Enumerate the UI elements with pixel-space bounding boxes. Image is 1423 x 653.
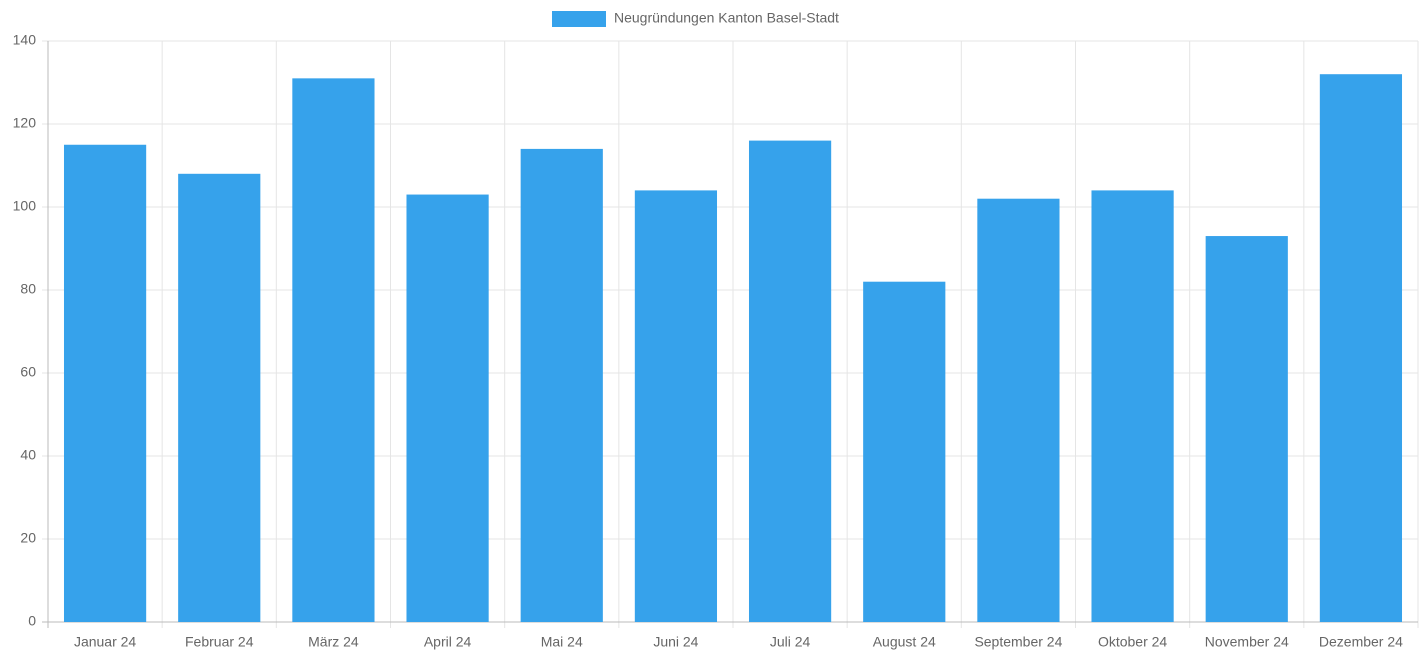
y-tick-label: 20 (20, 530, 36, 546)
y-tick-label: 140 (13, 32, 37, 48)
bar (292, 78, 375, 623)
bar (63, 144, 147, 622)
bar (1205, 236, 1288, 623)
x-tick-label: Juli 24 (770, 634, 811, 650)
x-tick-label: Juni 24 (653, 634, 698, 650)
x-tick-label: Februar 24 (185, 634, 254, 650)
x-tick-label: April 24 (424, 634, 472, 650)
x-tick-label: Mai 24 (541, 634, 583, 650)
bar (977, 198, 1060, 622)
bar (748, 140, 832, 622)
y-tick-label: 60 (20, 364, 36, 380)
y-tick-label: 120 (13, 115, 37, 131)
x-tick-label: Januar 24 (74, 634, 136, 650)
legend-label: Neugründungen Kanton Basel-Stadt (614, 10, 839, 26)
bar (634, 190, 718, 622)
x-tick-label: November 24 (1205, 634, 1289, 650)
y-tick-label: 40 (20, 447, 36, 463)
bar (178, 173, 261, 623)
bar (863, 281, 946, 622)
bar (520, 148, 603, 622)
bar (406, 194, 489, 623)
x-tick-label: Dezember 24 (1319, 634, 1403, 650)
y-tick-label: 80 (20, 281, 36, 297)
x-tick-label: Oktober 24 (1098, 634, 1167, 650)
bar (1319, 74, 1403, 622)
y-tick-label: 0 (28, 613, 36, 629)
x-tick-label: März 24 (308, 634, 359, 650)
x-tick-label: September 24 (974, 634, 1062, 650)
x-tick-label: August 24 (873, 634, 936, 650)
legend-swatch (552, 11, 606, 27)
bar (1091, 190, 1174, 622)
y-tick-label: 100 (13, 198, 37, 214)
